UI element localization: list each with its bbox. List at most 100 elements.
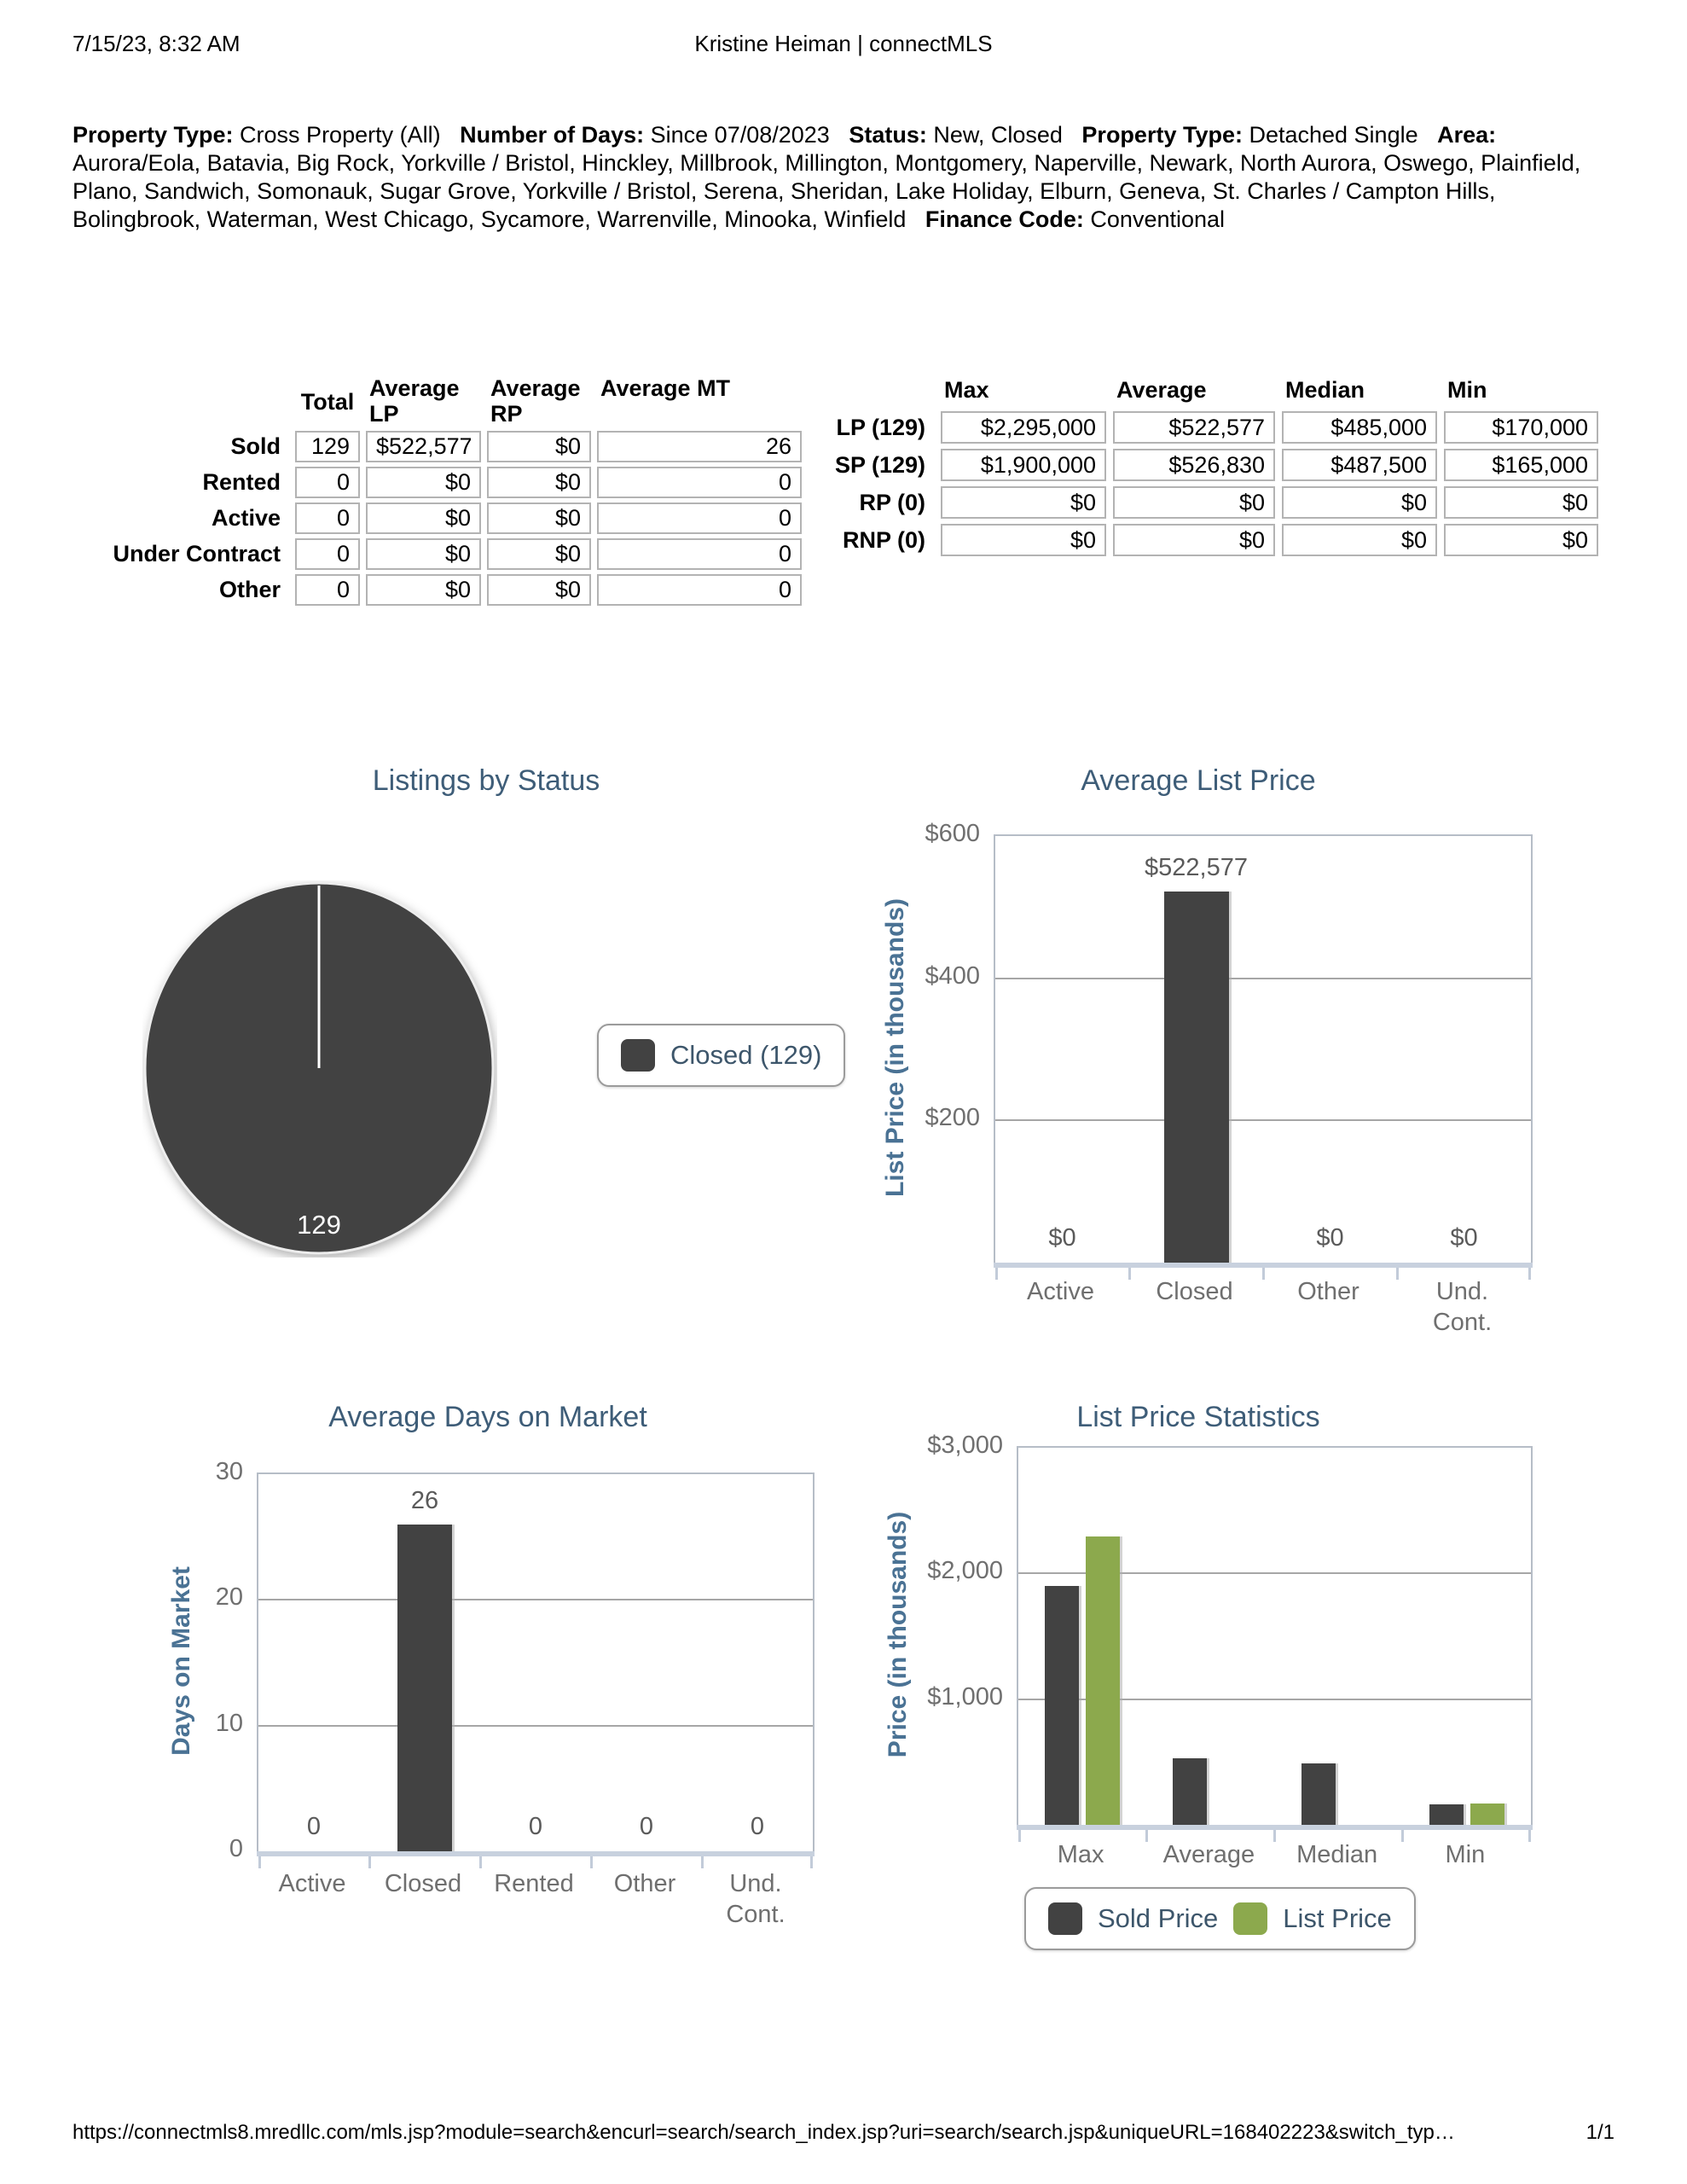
- x-axis-tick: [1528, 1268, 1531, 1280]
- price-summary-table: Max Average Median Min LP (129) SP (129) RP (0…: [823, 370, 1598, 556]
- search-criteria-paragraph: Property Type: Cross Property (All) Numb…: [72, 122, 1581, 232]
- stat-value-field[interactable]: [1282, 524, 1437, 556]
- y-tick-label: 30: [215, 1458, 243, 1485]
- stat-value-field[interactable]: [295, 467, 360, 498]
- stat-value-field[interactable]: [1444, 486, 1598, 519]
- x-axis-band: [1017, 1825, 1533, 1830]
- bar-sold-price: [1429, 1804, 1464, 1825]
- stat-value-field[interactable]: [487, 574, 591, 606]
- criteria-label: Area:: [1437, 122, 1497, 148]
- stat-value-field[interactable]: [295, 538, 360, 570]
- y-axis-ticks: $600 $400 $200: [852, 820, 980, 1263]
- stat-value-field[interactable]: [1113, 524, 1275, 556]
- stat-value-field[interactable]: [1282, 449, 1437, 481]
- chart-title: Listings by Status: [372, 764, 600, 797]
- x-axis-tick: [1018, 1830, 1021, 1842]
- stat-value-field[interactable]: [487, 431, 591, 462]
- column-header: Average LP: [369, 375, 460, 427]
- bar-value-label: 0: [750, 1813, 765, 1840]
- y-tick-label: 10: [215, 1709, 243, 1737]
- stat-value-field[interactable]: [295, 502, 360, 534]
- stat-value-field[interactable]: [366, 574, 481, 606]
- plot-area: 0 26 0 0 0: [257, 1472, 815, 1868]
- category-label: Max: [1057, 1841, 1104, 1868]
- stat-value-field[interactable]: [1113, 449, 1275, 481]
- gridline: [995, 1119, 1531, 1122]
- row-label: Sold: [230, 433, 281, 459]
- stat-value-field[interactable]: [597, 574, 802, 606]
- page-number: 1/1: [1586, 2121, 1615, 2144]
- x-axis-tick: [700, 1856, 704, 1868]
- bar-value-label: $0: [1450, 1224, 1478, 1252]
- row-label: LP (129): [836, 414, 925, 440]
- bar-value-label: 0: [306, 1813, 322, 1840]
- x-axis-tick: [589, 1856, 593, 1868]
- y-tick-label: 20: [215, 1583, 243, 1612]
- bar: [1163, 892, 1229, 1263]
- stat-value-field[interactable]: [1113, 486, 1275, 519]
- category-label: Closed: [384, 1870, 462, 1897]
- plot-area: [1017, 1446, 1533, 1842]
- gridline: [1018, 1572, 1531, 1575]
- stat-value-field[interactable]: [941, 486, 1106, 519]
- stat-value-field[interactable]: [1282, 486, 1437, 519]
- y-tick-label: $1,000: [927, 1682, 1003, 1711]
- legend-swatch-closed: [621, 1039, 655, 1072]
- stat-value-field[interactable]: [1444, 411, 1598, 444]
- bar-value-label: 26: [410, 1487, 439, 1514]
- x-axis-tick: [1528, 1830, 1531, 1842]
- stat-value-field[interactable]: [487, 538, 591, 570]
- stat-value-field[interactable]: [295, 431, 360, 462]
- y-axis-ticks: $3,000 $2,000 $1,000: [875, 1432, 1003, 1825]
- stat-value-field[interactable]: [597, 502, 802, 534]
- x-axis-tick: [258, 1856, 261, 1868]
- x-axis-tick: [995, 1268, 998, 1280]
- stat-value-field[interactable]: [941, 411, 1106, 444]
- row-label: RNP (0): [842, 526, 925, 553]
- legend-swatch-list-price: [1233, 1902, 1268, 1935]
- stat-value-field[interactable]: [487, 502, 591, 534]
- stat-value-field[interactable]: [295, 574, 360, 606]
- plot-area: $0 $522,577 $0 $0: [994, 834, 1533, 1280]
- category-label: Und. Cont.: [726, 1870, 786, 1928]
- bar-value-label: $0: [1048, 1224, 1076, 1252]
- x-axis-tick: [1261, 1268, 1265, 1280]
- stat-value-field[interactable]: [1444, 449, 1598, 481]
- stat-value-field[interactable]: [597, 538, 802, 570]
- stat-value-field[interactable]: [597, 431, 802, 462]
- bar-list-price: [1086, 1536, 1121, 1825]
- column-header: Average: [1116, 377, 1207, 403]
- stat-value-field[interactable]: [366, 502, 481, 534]
- gridline: [258, 1599, 813, 1601]
- stat-value-field[interactable]: [487, 467, 591, 498]
- column-header: Average MT: [600, 375, 731, 401]
- legend-swatch-sold-price: [1048, 1902, 1082, 1935]
- x-axis-tick: [1145, 1830, 1148, 1842]
- stat-value-field[interactable]: [1113, 411, 1275, 444]
- gridline: [995, 977, 1531, 979]
- stat-value-field[interactable]: [1444, 524, 1598, 556]
- column-header: Max: [944, 377, 989, 403]
- listings-by-status-pie: 129: [143, 881, 495, 1255]
- stat-value-field[interactable]: [366, 467, 481, 498]
- stat-value-field[interactable]: [597, 467, 802, 498]
- stat-value-field[interactable]: [366, 538, 481, 570]
- category-label: Und. Cont.: [1432, 1278, 1493, 1336]
- y-tick-label: $3,000: [927, 1432, 1003, 1459]
- price-series-legend: Sold Price List Price: [1024, 1887, 1416, 1950]
- bar-sold-price: [1045, 1586, 1080, 1825]
- stat-value-field[interactable]: [941, 449, 1106, 481]
- row-label: Under Contract: [113, 541, 281, 566]
- chart-title: Average Days on Market: [328, 1401, 647, 1433]
- table-corner: [823, 370, 934, 406]
- stat-value-field[interactable]: [941, 524, 1106, 556]
- bar-value-label: 0: [528, 1813, 543, 1840]
- stat-value-field[interactable]: [366, 431, 481, 462]
- category-label: Active: [1027, 1278, 1094, 1305]
- y-tick-label: $2,000: [927, 1557, 1003, 1585]
- legend-label-sold-price: Sold Price: [1098, 1903, 1219, 1933]
- stat-value-field[interactable]: [1282, 411, 1437, 444]
- x-axis-tick: [810, 1856, 813, 1868]
- gridline: [1018, 1698, 1531, 1700]
